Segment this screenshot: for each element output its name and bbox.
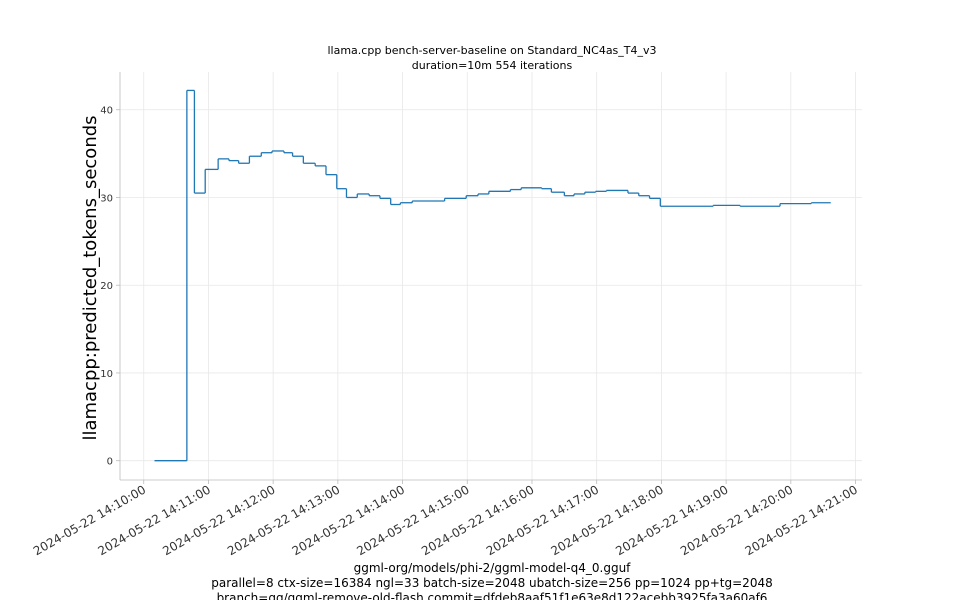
x-tick-label: 2024-05-22 14:20:00 (678, 482, 795, 558)
y-tick-label: 30 (100, 193, 113, 204)
y-tick-label: 10 (100, 369, 113, 380)
footer-params: parallel=8 ctx-size=16384 ngl=33 batch-s… (211, 576, 772, 590)
y-tick-label: 0 (107, 457, 113, 468)
x-tick-label: 2024-05-22 14:12:00 (160, 482, 277, 558)
x-tick-label: 2024-05-22 14:10:00 (31, 482, 148, 558)
y-tick-label: 20 (100, 281, 113, 292)
chart-title: llama.cpp bench-server-baseline on Stand… (327, 44, 656, 57)
x-tick-label: 2024-05-22 14:13:00 (225, 482, 342, 558)
x-tick-label: 2024-05-22 14:17:00 (484, 482, 601, 558)
x-tick-label: 2024-05-22 14:14:00 (290, 482, 407, 558)
x-tick-label: 2024-05-22 14:16:00 (419, 482, 536, 558)
x-tick-label: 2024-05-22 14:15:00 (354, 482, 471, 558)
y-axis-label: llamacpp:predicted_tokens_seconds (80, 115, 101, 440)
x-tick-label: 2024-05-22 14:21:00 (743, 482, 860, 558)
x-tick-label: 2024-05-22 14:18:00 (549, 482, 666, 558)
x-tick-label: 2024-05-22 14:11:00 (96, 482, 213, 558)
footer-model: ggml-org/models/phi-2/ggml-model-q4_0.gg… (354, 561, 632, 575)
y-tick-label: 40 (100, 106, 113, 117)
x-tick-label: 2024-05-22 14:19:00 (613, 482, 730, 558)
chart-subtitle: duration=10m 554 iterations (412, 59, 573, 72)
footer-commit: branch=gg/ggml-remove-old-flash commit=d… (217, 591, 768, 600)
